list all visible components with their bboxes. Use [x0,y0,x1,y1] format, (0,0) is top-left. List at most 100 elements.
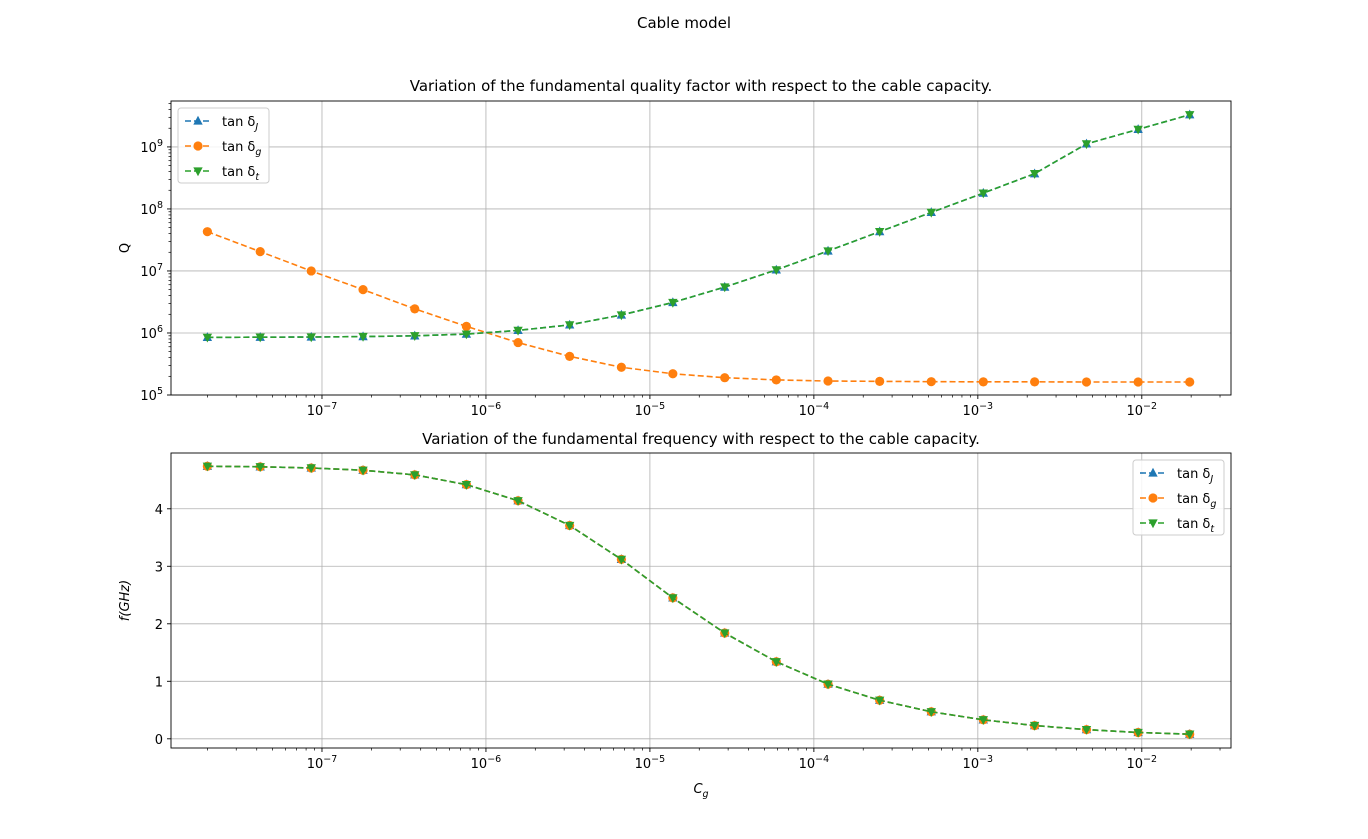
data-point [358,332,368,342]
data-point [513,337,523,348]
data-point [616,311,627,321]
data-point [771,375,781,385]
series-t [202,111,1195,343]
legend: tan δJ tan δg tan δt [177,107,270,184]
legend-label: tan δg [1177,492,1216,510]
plot-frame [170,452,1232,749]
y-tick-label: 3 [155,560,163,575]
legend-marker [193,167,203,177]
legend-box [1132,459,1225,536]
y-tick-label: 4 [155,503,163,518]
legend-item-J: tan δJ [185,115,258,133]
data-point [875,696,885,706]
data-point [306,333,316,343]
series-line [207,113,1190,339]
y-tick-label: 108 [140,200,163,218]
plot-frame [170,100,1232,396]
data-point [202,227,212,237]
legend-label: tan δt [222,165,260,183]
x-tick-label: 10−2 [1127,401,1158,419]
data-point [306,266,316,276]
legend-item-t: tan δt [185,165,260,183]
data-point [461,480,472,490]
data-point [202,462,213,472]
data-point [306,464,316,474]
data-point [720,283,730,293]
data-point [926,708,936,717]
data-point [564,321,575,331]
series-line [207,465,1190,735]
data-point [1133,125,1143,135]
legend-marker [1148,467,1158,477]
x-tick-label: 10−7 [307,754,338,772]
x-tick-label: 10−3 [963,754,994,772]
data-point [1185,377,1195,387]
legend-marker [193,115,203,125]
x-tick-label: 10−5 [635,401,666,419]
legend-box [177,107,270,184]
legend-item-J: tan δJ [1140,467,1213,485]
data-point [1081,725,1092,735]
data-point [255,333,265,343]
data-point [1185,730,1195,740]
data-point [1133,377,1143,387]
data-point [1029,170,1040,179]
data-point [978,377,988,387]
data-point [875,228,885,237]
data-point [1081,377,1092,387]
data-point [926,377,936,387]
data-point [823,376,833,386]
y-axis-label: Q [118,243,133,253]
y-tick-label: 106 [140,324,163,342]
data-point [668,298,678,308]
data-point [410,332,420,342]
chart-title: Variation of the fundamental quality fac… [410,77,993,95]
figure-title: Cable model [637,14,731,32]
data-point [461,321,472,331]
data-point [926,208,936,218]
legend-item-g: tan δg [185,140,261,158]
data-point [875,376,885,386]
data-point [513,497,523,506]
data-point [1185,111,1195,120]
legend-label: tan δt [1177,517,1215,535]
data-point [1029,721,1040,731]
data-point [823,247,833,257]
data-point [255,463,265,473]
y-tick-label: 1 [155,675,163,690]
y-axis-label: f(GHz) [118,580,133,621]
data-point [720,373,730,383]
x-axis-label: Cg [693,782,708,800]
data-point [255,247,265,257]
chart-title: Variation of the fundamental frequency w… [422,430,980,448]
data-point [461,330,472,340]
legend-marker [1148,519,1158,529]
data-point [564,521,575,531]
data-point [771,266,781,276]
legend-label: tan δJ [222,115,258,133]
x-tick-label: 10−4 [799,754,830,772]
data-point [410,471,420,481]
quality-factor-chart: Variation of the fundamental quality fac… [118,77,1232,419]
series-g [202,227,1195,387]
x-tick-label: 10−5 [635,754,666,772]
data-point [978,716,988,726]
x-tick-label: 10−4 [799,401,830,419]
data-point [410,304,420,314]
legend-marker [193,141,203,151]
legend-label: tan δJ [1177,467,1213,485]
frequency-chart: Variation of the fundamental frequency w… [118,430,1232,800]
y-tick-label: 105 [140,386,163,404]
x-tick-label: 10−6 [471,754,502,772]
y-tick-label: 0 [155,733,163,748]
data-point [668,369,678,379]
series-line [207,230,1190,383]
data-point [668,594,678,604]
data-point [1081,140,1092,150]
data-point [1030,377,1040,387]
legend-label: tan δg [222,140,261,158]
data-point [513,326,523,336]
data-point [358,466,368,476]
x-tick-label: 10−7 [307,401,338,419]
